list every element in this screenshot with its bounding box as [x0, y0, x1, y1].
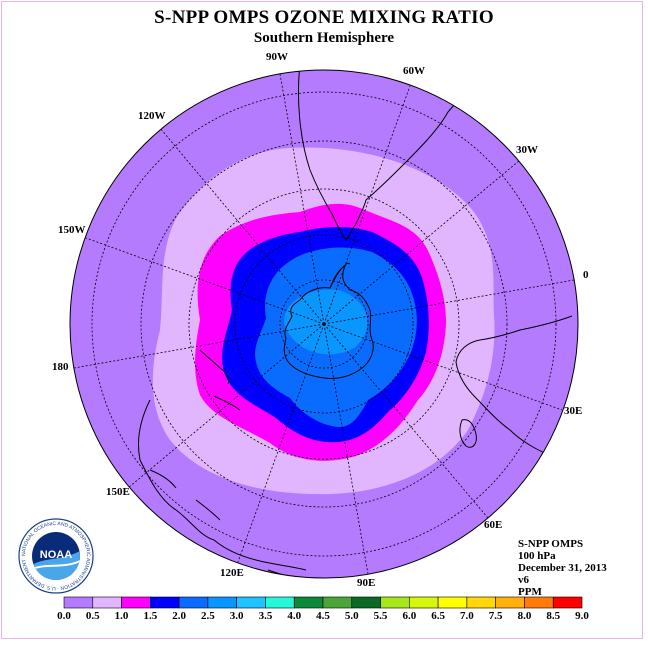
meridian-150e	[127, 323, 325, 489]
lon-label-150w: 150W	[58, 224, 86, 236]
map-border	[69, 69, 579, 579]
lon-label-60w: 60W	[403, 65, 425, 77]
latitude-circle-60s	[188, 188, 460, 460]
australia-coastline	[137, 399, 307, 571]
latitude-circle-70s	[234, 234, 414, 414]
chart-title: S-NPP OMPS OZONE MIXING RATIO	[154, 7, 494, 28]
coastlines	[137, 70, 573, 578]
latitude-circle-50s	[140, 140, 508, 508]
lon-label-0: 0	[583, 269, 589, 281]
graticule	[73, 73, 575, 575]
madagascar-coastline	[459, 419, 477, 448]
info-version: v6	[518, 574, 529, 586]
lon-label-120w: 120W	[138, 110, 166, 122]
lon-label-150e: 150E	[106, 486, 130, 498]
lon-label-90w: 90W	[266, 51, 288, 63]
lon-label-180: 180	[52, 361, 69, 373]
longitude-labels: 90W 60W 30W 0 30E 60E 90E 120E 150E 180 …	[52, 51, 589, 589]
africa-coastline	[455, 315, 573, 457]
lon-label-60e: 60E	[484, 519, 502, 531]
lon-label-90e: 90E	[357, 577, 375, 589]
latitude-circle-80s	[279, 279, 369, 369]
figure-frame	[1, 1, 643, 639]
latitude-circle-40s	[91, 91, 557, 557]
south-america-coastline	[297, 70, 473, 241]
info-block: S-NPP OMPS 100 hPa December 31, 2013 v6 …	[518, 538, 607, 598]
meridian-120w	[159, 127, 325, 325]
lon-label-30e: 30E	[564, 405, 582, 417]
info-instrument: S-NPP OMPS	[518, 538, 584, 550]
lon-label-120e: 120E	[220, 567, 244, 579]
new-zealand-coastline	[199, 349, 241, 411]
info-level: 100 hPa	[518, 550, 556, 562]
lon-label-30w: 30W	[516, 144, 538, 156]
noaa-logo: NATIONAL OCEANIC AND ATMOSPHERIC ADMINIS…	[17, 517, 94, 594]
chart-subtitle: Southern Hemisphere	[253, 30, 395, 46]
logo-text: NOAA	[40, 549, 72, 561]
info-date: December 31, 2013	[518, 562, 607, 574]
info-units: PPM	[518, 586, 542, 598]
meridian-30w	[323, 159, 521, 325]
